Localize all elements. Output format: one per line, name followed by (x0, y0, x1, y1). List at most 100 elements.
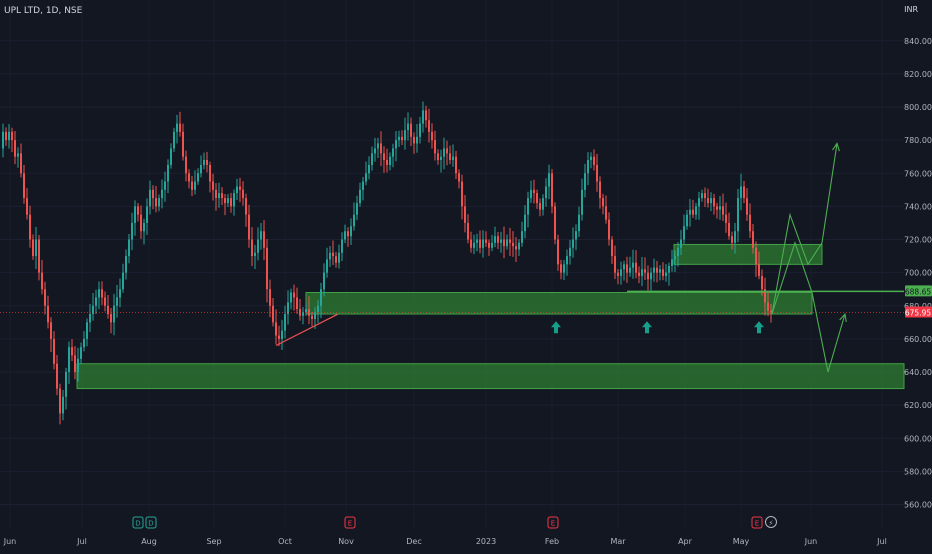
bull-candle (164, 181, 166, 190)
y-tick-label: 700.00 (904, 269, 932, 278)
bull-candle (77, 358, 79, 372)
bear-candle (746, 198, 748, 215)
last-price-tag (905, 306, 932, 318)
bull-candle (575, 231, 577, 240)
earnings-marker[interactable]: E (547, 516, 559, 529)
projection-path (771, 143, 838, 315)
bull-candle (338, 252, 340, 263)
bear-candle (554, 206, 556, 240)
bull-candle (698, 198, 700, 207)
bull-candle (416, 136, 418, 144)
bear-candle (770, 310, 772, 313)
bear-candle (617, 272, 619, 276)
bull-candle (356, 203, 358, 215)
up-arrow-icon (642, 321, 652, 334)
bear-candle (47, 305, 49, 323)
bear-candle (401, 136, 403, 141)
bull-candle (494, 236, 496, 243)
bear-candle (107, 305, 109, 315)
bear-candle (713, 198, 715, 207)
bull-candle (368, 164, 370, 174)
split-marker[interactable]: ⚡ (765, 516, 777, 528)
y-tick-label: 780.00 (904, 136, 932, 145)
marker-label: D (148, 520, 153, 528)
bear-candle (191, 181, 193, 190)
bear-candle (479, 239, 481, 248)
bull-candle (683, 226, 685, 240)
earnings-marker[interactable]: E (344, 516, 356, 529)
bull-candle (620, 269, 622, 276)
bear-candle (101, 289, 103, 298)
bear-candle (455, 156, 457, 174)
projection-arrowhead (839, 312, 847, 323)
bear-candle (767, 302, 769, 311)
bear-candle (242, 189, 244, 199)
bear-candle (485, 239, 487, 243)
bear-candle (263, 231, 265, 248)
bear-candle (383, 153, 385, 160)
bear-candle (560, 264, 562, 273)
bull-candle (158, 198, 160, 207)
marker-label: E (348, 520, 352, 528)
bull-candle (317, 305, 319, 313)
bull-candle (176, 123, 178, 132)
y-tick-label: 660.00 (904, 335, 932, 344)
bear-candle (410, 123, 412, 137)
bear-candle (110, 314, 112, 323)
bull-candle (254, 252, 256, 257)
bull-candle (326, 259, 328, 273)
bull-candle (89, 314, 91, 323)
bull-candle (500, 239, 502, 243)
bear-candle (461, 181, 463, 207)
bull-candle (281, 330, 283, 339)
bull-candle (686, 214, 688, 227)
bear-candle (614, 256, 616, 273)
bear-candle (296, 297, 298, 310)
bull-candle (545, 186, 547, 199)
bear-candle (137, 206, 139, 215)
bull-candle (149, 189, 151, 207)
bear-candle (185, 156, 187, 174)
bull-candle (506, 239, 508, 247)
x-tick-label: Oct (278, 537, 292, 546)
bull-candle (632, 262, 634, 268)
bull-candle (740, 186, 742, 199)
bull-candle (524, 214, 526, 232)
bear-candle (245, 198, 247, 215)
upper-resistance-zone (673, 243, 823, 265)
bull-candle (566, 256, 568, 265)
bear-candle (152, 189, 154, 199)
bear-candle (635, 262, 637, 273)
bull-candle (92, 305, 94, 315)
bear-candle (749, 214, 751, 232)
bear-candle (752, 231, 754, 248)
bull-candle (287, 302, 289, 315)
bull-candle (695, 206, 697, 215)
bull-candle (542, 198, 544, 210)
y-tick-label: 620.00 (904, 401, 932, 410)
earnings-marker[interactable]: E (751, 516, 763, 529)
bull-candle (17, 153, 19, 157)
projection-arrowhead (832, 142, 840, 152)
bear-candle (512, 242, 514, 247)
bull-candle (8, 131, 10, 141)
bear-candle (335, 256, 337, 263)
bear-candle (704, 193, 706, 199)
dividend-marker[interactable]: D (145, 516, 157, 529)
bear-candle (743, 186, 745, 199)
bear-candle (38, 239, 40, 273)
bull-candle (68, 347, 70, 372)
bull-candle (521, 231, 523, 243)
bull-candle (641, 269, 643, 276)
bull-candle (350, 226, 352, 237)
dividend-marker[interactable]: D (132, 516, 144, 529)
bull-candle (572, 239, 574, 248)
bull-candle (290, 292, 292, 303)
marker-frame (344, 516, 356, 529)
bear-candle (458, 173, 460, 182)
x-tick-label: Sep (206, 537, 221, 546)
x-tick-label: Jun (3, 537, 17, 546)
marker-label: E (551, 520, 555, 528)
